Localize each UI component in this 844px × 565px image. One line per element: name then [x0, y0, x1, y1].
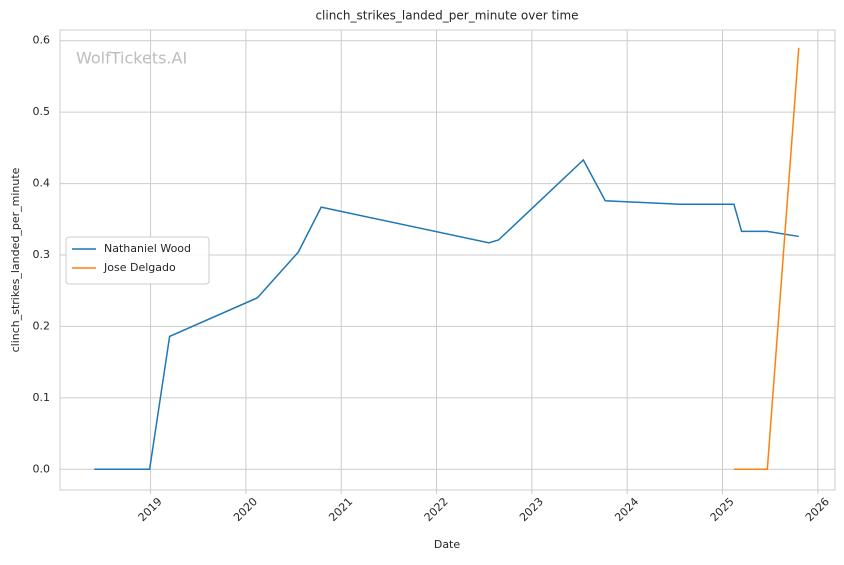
series-line: [733, 47, 800, 471]
legend-label: Jose Delgado: [103, 261, 176, 274]
series-line: [94, 158, 799, 471]
y-tick-label: 0.3: [33, 248, 51, 261]
y-tick-label: 0.6: [33, 34, 51, 47]
x-tick-label: 2025: [708, 495, 737, 524]
y-axis-label: clinch_strikes_landed_per_minute: [9, 167, 22, 352]
y-tick-label: 0.1: [33, 391, 51, 404]
y-tick-label: 0.2: [33, 319, 51, 332]
legend: Nathaniel Wood Jose Delgado: [65, 236, 210, 285]
x-tick-label: 2020: [231, 495, 260, 524]
legend-box: [65, 236, 210, 285]
x-tick-label: 2021: [326, 495, 355, 524]
x-tick-label: 2026: [803, 495, 832, 524]
x-tick-label: 2024: [612, 495, 641, 524]
x-tick-label: 2023: [517, 495, 546, 524]
x-tick-label: 2022: [422, 495, 451, 524]
legend-label: Nathaniel Wood: [104, 242, 191, 255]
chart-title: clinch_strikes_landed_per_minute over ti…: [315, 9, 578, 23]
x-tick-label: 2019: [136, 495, 165, 524]
x-axis-label: Date: [434, 538, 461, 551]
y-tick-label: 0.4: [33, 177, 51, 190]
lines: [94, 47, 800, 471]
watermark: WolfTickets.AI: [76, 49, 187, 68]
y-tick-label: 0.5: [33, 105, 51, 118]
grid: [60, 30, 835, 490]
y-tick-label: 0.0: [33, 462, 51, 475]
